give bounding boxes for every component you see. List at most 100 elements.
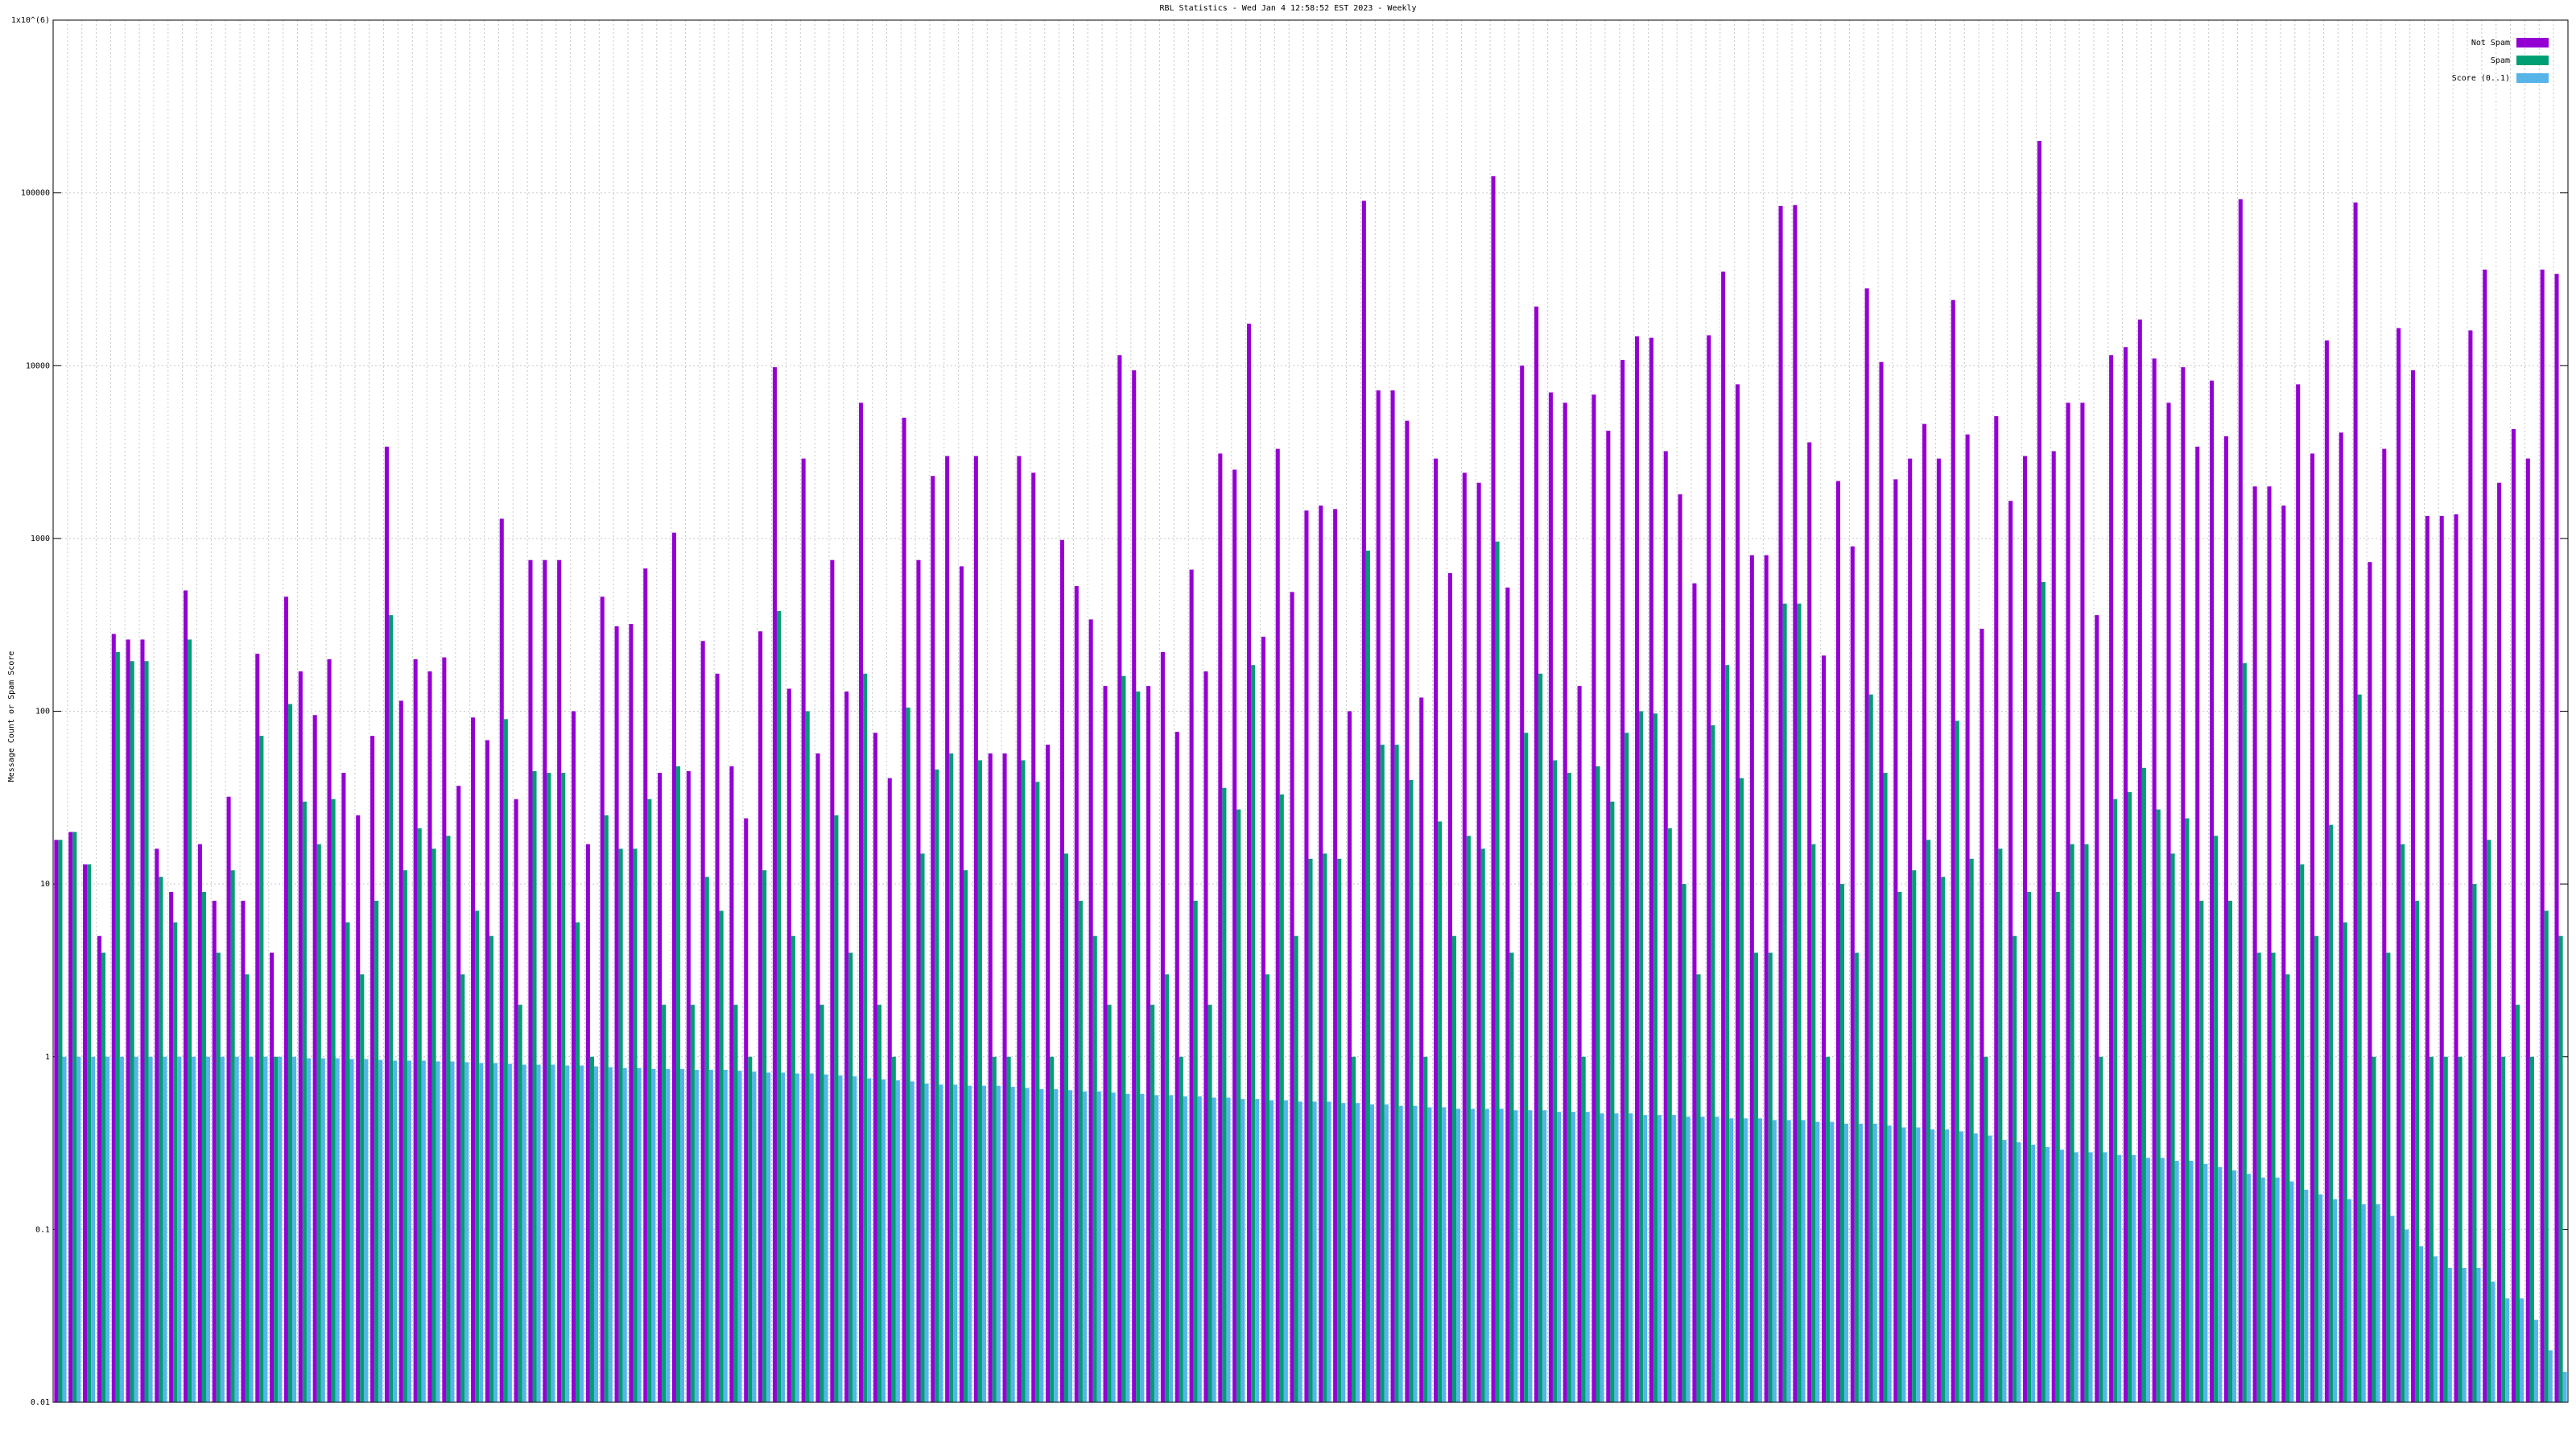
bar [2223,436,2228,1402]
bar [1017,456,1022,1402]
bar [2113,799,2118,1402]
bar [2289,1181,2294,1402]
bar [312,715,317,1402]
bar [1988,1135,1992,1402]
bar [977,760,982,1402]
bar [676,766,681,1402]
bar [1356,1103,1360,1402]
bar [2405,1229,2409,1402]
bar [1438,821,1443,1402]
bar [935,769,939,1402]
bar [939,1084,943,1402]
bar [1054,1088,1059,1402]
bar [1218,453,1223,1402]
bar [398,700,403,1402]
bar [2361,1204,2366,1402]
bar [1082,1091,1087,1402]
bar [1610,801,1615,1402]
bar [388,615,394,1402]
bar [226,796,231,1402]
bar [2103,1152,2107,1402]
bar [1844,1123,1849,1402]
bar [2433,1256,2438,1402]
bar [891,1056,896,1402]
bar [1347,711,1352,1402]
bar [2487,840,2491,1402]
bar [953,1084,958,1402]
bar [902,417,906,1402]
bar [2386,952,2391,1402]
bar [2238,199,2243,1403]
bar [1879,361,1884,1402]
bar [1409,779,1414,1402]
y-tick-label: 1 [45,1053,50,1062]
bar [316,844,321,1402]
bar [1046,745,1051,1402]
bar [1283,1100,1288,1402]
bar [838,1075,843,1402]
bar [2439,515,2444,1402]
bar [2558,935,2563,1402]
bar [475,910,480,1402]
bar [1897,891,1902,1402]
bar [1696,974,1701,1402]
bar [1509,952,1514,1402]
bar [1872,1123,1877,1402]
bar [1312,1101,1317,1402]
bar [1261,636,1265,1402]
bar [1361,200,1366,1403]
bar [2088,1152,2093,1402]
bar [1926,840,1931,1402]
bar [1505,587,1510,1402]
bar [2055,891,2060,1402]
bar [91,1056,96,1402]
bar [2390,1216,2395,1402]
bar [1571,1112,1575,1402]
bar [1930,1129,1935,1402]
bar [1251,665,1256,1402]
bar [335,1058,340,1402]
bar [844,691,849,1402]
bar [1912,870,1917,1402]
bar [155,848,159,1402]
bar [622,1067,627,1402]
bar [159,877,163,1402]
bar [704,877,709,1402]
bar [1456,1108,1461,1402]
bar [1893,479,1898,1402]
bar [776,611,782,1402]
bar [1534,306,1539,1402]
bar [867,1078,872,1402]
bar [464,1062,469,1402]
bar [2160,1158,2165,1402]
bar [407,1060,411,1402]
bar [2419,1246,2424,1402]
bar [781,1072,786,1402]
bar [1039,1088,1044,1402]
bar [766,1072,771,1402]
bar [1121,675,1126,1402]
bar [298,671,303,1402]
y-tick-label: 10000 [26,361,50,370]
bar [1973,1133,1978,1402]
bar [924,1083,929,1402]
bar [1922,423,1927,1402]
bar [2310,453,2315,1402]
bar [949,753,954,1402]
bar [119,1056,124,1402]
bar [1169,1095,1174,1402]
bar [1538,673,1543,1402]
bar [881,1079,886,1402]
bar [2210,380,2215,1403]
bar [499,518,504,1402]
bar [1462,473,1467,1402]
bar [576,922,580,1402]
bar [126,639,130,1402]
bar [1434,458,1439,1402]
bar [2059,1150,2064,1402]
bar [1614,1113,1619,1402]
bar [694,1070,699,1402]
bar [1447,572,1452,1402]
bar [2425,515,2429,1402]
bar [658,773,663,1402]
